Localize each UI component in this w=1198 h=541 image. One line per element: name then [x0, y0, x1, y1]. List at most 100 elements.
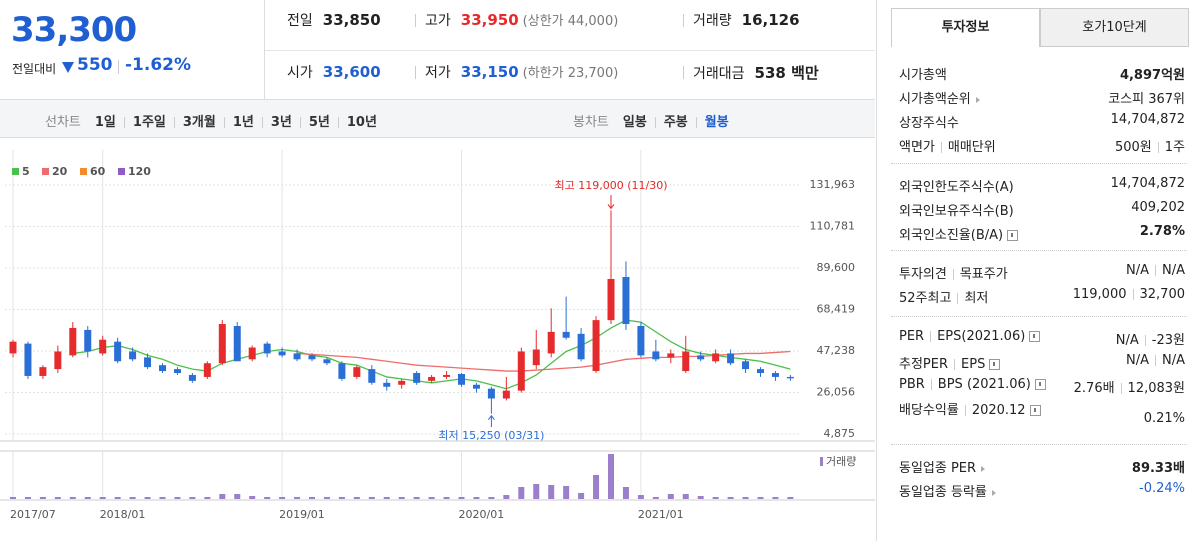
- volume-bar: [338, 497, 345, 499]
- candle-body: [562, 331, 570, 338]
- candle-body: [667, 353, 675, 358]
- legend-swatch: [42, 168, 49, 175]
- x-tick-label: 2018/01: [100, 508, 146, 521]
- ma-line: [297, 350, 791, 372]
- candle-body: [173, 369, 181, 374]
- separator: [952, 269, 954, 280]
- label-text: EPS(2021.06): [937, 329, 1026, 344]
- candle-body: [413, 373, 421, 383]
- period-type[interactable]: 선차트: [45, 115, 81, 130]
- candle-body: [99, 339, 107, 354]
- period[interactable]: 월봉: [704, 115, 729, 130]
- volume-bar: [69, 497, 76, 499]
- tab[interactable]: 호가10단계: [1040, 8, 1189, 47]
- info-label: 추정PER EPS: [899, 353, 1001, 372]
- value-text: -0.24%: [1139, 481, 1185, 496]
- help-icon[interactable]: [1007, 230, 1019, 241]
- volume-bar: [204, 497, 211, 499]
- info-label: 외국인보유주식수(B): [899, 200, 1014, 219]
- value-text: 500원: [1114, 140, 1152, 155]
- period[interactable]: 일봉: [622, 115, 647, 130]
- info-value: 119,000 32,700: [1073, 287, 1185, 302]
- value-text: 14,704,872: [1110, 112, 1185, 127]
- separator: [415, 66, 416, 79]
- volume-bar: [279, 497, 286, 499]
- candle-body: [757, 369, 764, 374]
- volume-bar: [488, 497, 495, 499]
- label-text: 배당수익률: [899, 403, 959, 418]
- help-icon[interactable]: [1029, 405, 1041, 416]
- candle-body: [532, 349, 540, 366]
- candle-body: [592, 320, 600, 372]
- info-value: 89.33배: [1132, 457, 1185, 476]
- info-value: 2.76배 12,083원: [1074, 377, 1185, 396]
- period[interactable]: 1년: [232, 115, 254, 130]
- candle-body: [607, 278, 615, 321]
- candle-body: [742, 361, 750, 370]
- separator: [1157, 142, 1159, 153]
- volume-bar: [428, 497, 435, 499]
- volume-bar: [443, 497, 450, 499]
- stat-label: 거래대금: [693, 66, 745, 82]
- stat-label: 전일: [287, 13, 313, 29]
- info-value: 4,897억원: [1120, 64, 1185, 83]
- separator: [1132, 289, 1134, 300]
- value-text: N/A: [1162, 263, 1185, 278]
- volume-bar: [578, 493, 585, 499]
- period-type[interactable]: 봉차트: [573, 115, 609, 130]
- volume-bar: [608, 454, 614, 499]
- volume-bar: [353, 497, 360, 499]
- value-text: 코스피 367위: [1108, 92, 1185, 107]
- candle-body: [577, 333, 585, 360]
- tab[interactable]: 투자정보: [891, 8, 1040, 47]
- period[interactable]: 5년: [308, 115, 330, 130]
- y-tick-label: 131,963: [810, 178, 856, 191]
- label-text: 추정PER: [899, 357, 949, 372]
- period[interactable]: 10년: [346, 115, 377, 130]
- candle-body: [547, 331, 555, 354]
- label-text: 상장주식수: [899, 116, 959, 131]
- period[interactable]: 주봉: [663, 115, 688, 130]
- value-text: 1주: [1164, 140, 1185, 155]
- info-label: 시가총액: [899, 64, 947, 83]
- label-text: 시가총액: [899, 68, 947, 83]
- candle-body: [771, 373, 779, 377]
- value-text: 0.21%: [1143, 411, 1185, 426]
- separator: [223, 117, 225, 128]
- stat-value: 33,600: [322, 63, 381, 81]
- stat-label: 저가: [425, 65, 451, 81]
- candle-body: [308, 355, 316, 360]
- candle-body: [622, 277, 630, 325]
- info-label: 외국인소진율(B/A): [899, 224, 1019, 243]
- stat-label: 고가: [425, 13, 451, 29]
- help-icon[interactable]: [1034, 379, 1046, 390]
- help-icon[interactable]: [989, 359, 1001, 370]
- value-text: 89.33배: [1131, 461, 1185, 476]
- down-icon: [62, 62, 74, 73]
- candle-body: [353, 367, 361, 377]
- stat-note: (상한가 44,000): [522, 14, 619, 29]
- volume-bar: [682, 494, 689, 499]
- legend-swatch: [820, 457, 823, 466]
- value-text: N/A: [1115, 333, 1139, 348]
- info-label: 투자의견 목표주가: [899, 263, 1008, 282]
- y-tick-label: 26,056: [817, 386, 856, 399]
- period[interactable]: 1일: [94, 115, 116, 130]
- candle-body: [248, 347, 256, 360]
- volume-bar: [398, 497, 405, 499]
- candle-body: [727, 353, 735, 364]
- candle-body: [697, 355, 705, 360]
- period[interactable]: 3개월: [182, 115, 216, 130]
- stats: 전일 33,850 고가 33,950 (상한가 44,000) 거래량 16,126 시가 3…: [265, 0, 875, 100]
- help-icon[interactable]: [1029, 331, 1041, 342]
- period[interactable]: 1주일: [132, 115, 166, 130]
- volume-bar: [757, 497, 764, 499]
- candle-body: [786, 376, 794, 379]
- label-text: 최저: [964, 291, 989, 306]
- separator: [964, 405, 966, 416]
- period-group: 선차트 1일 1주일 3개월 1년 3년 5년 10년: [45, 111, 377, 130]
- tab-line: [1040, 46, 1189, 47]
- period[interactable]: 3년: [270, 115, 292, 130]
- stat-value: 33,150: [460, 63, 519, 81]
- info-value: N/A -23원: [1116, 329, 1185, 348]
